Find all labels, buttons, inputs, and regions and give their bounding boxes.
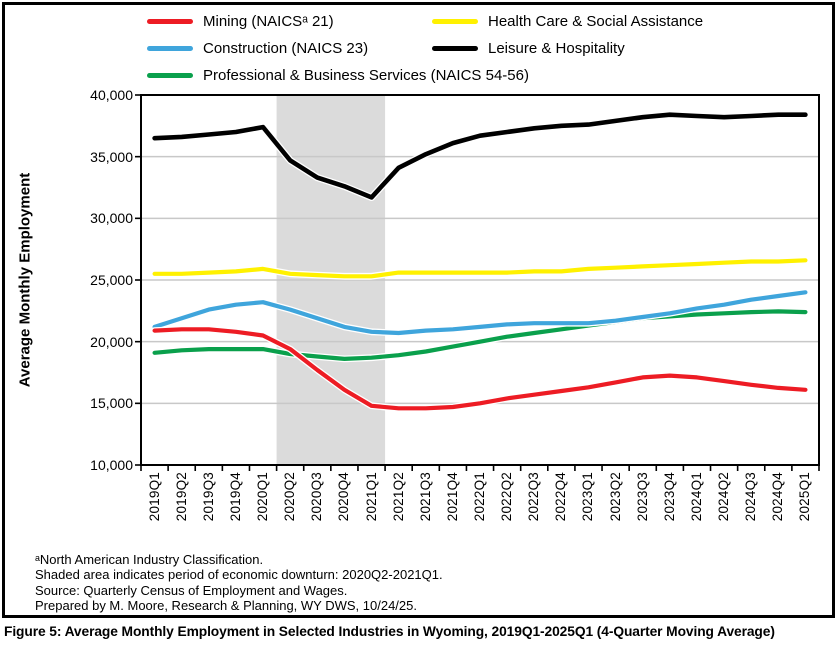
x-tick-label: 2022Q1 bbox=[472, 472, 487, 522]
x-tick-label: 2022Q3 bbox=[526, 472, 542, 522]
legend-swatch bbox=[432, 45, 478, 51]
footnote-line: Shaded area indicates period of economic… bbox=[35, 567, 443, 583]
footnote-line: ᵃNorth American Industry Classification. bbox=[35, 552, 264, 567]
series-line-mining bbox=[152, 327, 808, 411]
legend-label: Health Care & Social Assistance bbox=[488, 12, 704, 30]
footnotes: ᵃNorth American Industry Classification.… bbox=[35, 552, 443, 613]
x-tick-label: 2024Q3 bbox=[743, 472, 759, 522]
legend-swatch bbox=[147, 45, 193, 51]
legend-label: Professional & Business Services (NAICS … bbox=[203, 66, 529, 84]
x-tick-label: 2020Q3 bbox=[309, 472, 325, 522]
x-tick-label: 2023Q4 bbox=[661, 472, 677, 522]
legend-item-health: Health Care & Social Assistance bbox=[432, 10, 703, 32]
legend-swatch bbox=[147, 72, 193, 78]
y-tick-label: 40,000 bbox=[90, 87, 133, 103]
x-tick-label: 2023Q2 bbox=[607, 472, 623, 522]
x-tick-label: 2021Q2 bbox=[390, 472, 406, 522]
series-line-health bbox=[152, 258, 808, 279]
legend-item-construction: Construction (NAICS 23) bbox=[147, 37, 368, 59]
legend-label: Mining (NAICSᵃ 21) bbox=[203, 12, 334, 30]
x-tick-label: 2024Q4 bbox=[770, 472, 786, 522]
series-line-construction bbox=[152, 290, 808, 336]
x-tick-label: 2019Q2 bbox=[173, 472, 189, 522]
x-tick-label: 2020Q4 bbox=[336, 472, 352, 522]
y-tick-label: 30,000 bbox=[90, 210, 133, 227]
plot-svg bbox=[135, 94, 820, 471]
figure-caption: Figure 5: Average Monthly Employment in … bbox=[4, 624, 775, 639]
series-line-leisure bbox=[152, 112, 808, 200]
legend-item-leisure: Leisure & Hospitality bbox=[432, 37, 625, 59]
x-tick-label: 2021Q3 bbox=[417, 472, 433, 522]
x-tick-label: 2019Q3 bbox=[200, 472, 216, 522]
x-tick-label: 2022Q2 bbox=[499, 472, 515, 522]
legend-label: Leisure & Hospitality bbox=[488, 39, 625, 57]
x-tick-label: 2020Q2 bbox=[282, 472, 298, 522]
footnote-line: Source: Quarterly Census of Employment a… bbox=[35, 582, 348, 598]
legend-label: Construction (NAICS 23) bbox=[203, 39, 369, 57]
y-tick-label: 25,000 bbox=[90, 272, 133, 288]
x-tick-label: 2025Q1 bbox=[797, 472, 813, 522]
plot-border bbox=[140, 94, 820, 466]
x-tick-label: 2024Q1 bbox=[688, 472, 704, 522]
legend-item-professional: Professional & Business Services (NAICS … bbox=[147, 64, 529, 86]
legend-swatch bbox=[432, 18, 478, 24]
y-axis-title: Average Monthly Employment bbox=[16, 172, 34, 388]
x-tick-label: 2023Q1 bbox=[580, 472, 596, 522]
x-tick-label: 2019Q4 bbox=[227, 472, 243, 522]
x-tick-label: 2021Q4 bbox=[444, 472, 460, 522]
x-tick-label: 2020Q1 bbox=[255, 472, 271, 522]
y-tick-label: 35,000 bbox=[90, 148, 133, 165]
y-tick-label: 10,000 bbox=[90, 457, 133, 473]
x-tick-label: 2021Q1 bbox=[363, 472, 379, 522]
y-tick-label: 20,000 bbox=[90, 333, 133, 350]
legend-item-mining: Mining (NAICSᵃ 21) bbox=[147, 10, 334, 32]
y-tick-label: 15,000 bbox=[90, 395, 133, 412]
legend-swatch bbox=[147, 18, 193, 24]
x-tick-label: 2023Q3 bbox=[634, 472, 650, 522]
series-line-professional bbox=[152, 309, 808, 361]
x-tick-label: 2022Q4 bbox=[553, 472, 569, 522]
x-tick-label: 2019Q1 bbox=[146, 472, 162, 522]
footnote-line: Prepared by M. Moore, Research & Plannin… bbox=[35, 597, 417, 613]
x-tick-label: 2024Q2 bbox=[716, 472, 732, 522]
